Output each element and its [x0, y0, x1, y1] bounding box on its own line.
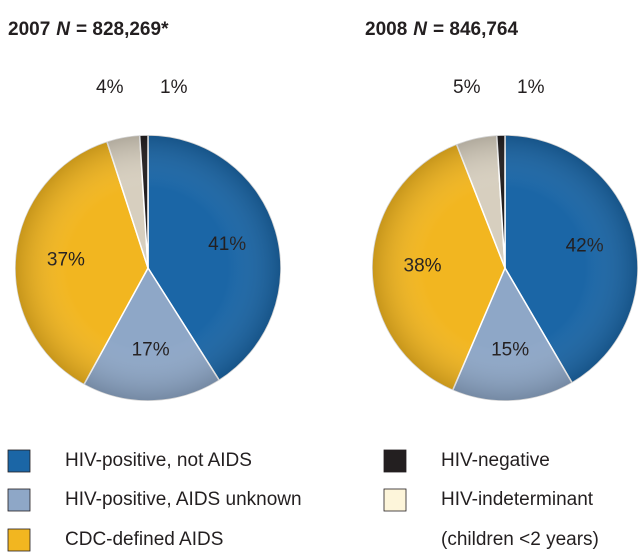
- chart-title: 2007 N = 828,269*: [8, 19, 169, 40]
- legend-swatch: [383, 488, 407, 512]
- value-label: 42%: [566, 235, 604, 256]
- legend-label: CDC-defined AIDS: [65, 529, 223, 550]
- title-part: 2008: [365, 19, 407, 40]
- chart-title: 2008 N = 846,764: [365, 19, 519, 40]
- legend-swatch: [7, 449, 31, 473]
- value-label: 38%: [404, 256, 442, 277]
- legend-label: HIV-negative: [441, 450, 550, 471]
- value-label: 1%: [517, 77, 545, 98]
- legend-swatch: [7, 528, 31, 552]
- value-label: 15%: [491, 339, 529, 360]
- value-label: 41%: [208, 234, 246, 255]
- title-part: = 846,764: [433, 19, 518, 40]
- value-label: 17%: [132, 339, 170, 360]
- legend-label: HIV-positive, AIDS unknown: [65, 489, 302, 510]
- title-part: N: [56, 19, 71, 40]
- value-label: 4%: [96, 77, 124, 98]
- legend-swatch: [383, 449, 407, 473]
- legend-note: (children <2 years): [441, 529, 599, 550]
- title-part: = 828,269*: [76, 19, 169, 40]
- legend-swatch: [7, 488, 31, 512]
- legend-label: HIV-indeterminant: [441, 489, 594, 510]
- title-part: N: [413, 19, 428, 40]
- value-label: 5%: [453, 77, 481, 98]
- title-part: 2007: [8, 19, 50, 40]
- value-label: 1%: [160, 77, 188, 98]
- value-label: 37%: [47, 249, 85, 270]
- legend-label: HIV-positive, not AIDS: [65, 450, 252, 471]
